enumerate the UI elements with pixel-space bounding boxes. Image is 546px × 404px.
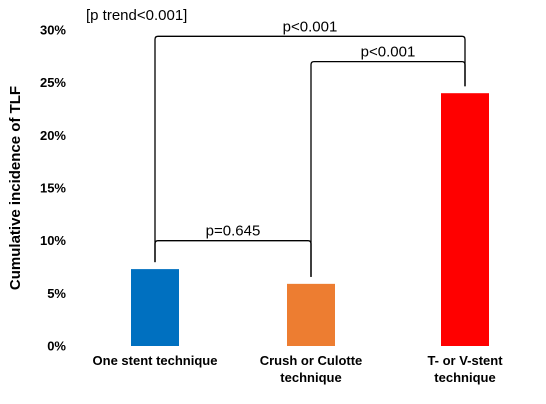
category-label: Crush or Culotte technique [260,353,363,385]
bar [131,269,179,346]
y-tick-label: 30% [40,23,66,38]
y-tick-label: 25% [40,75,66,90]
category-labels: One stent technique Crush or Culotte techn… [93,353,504,385]
y-axis-ticks: 0% 5% 10% 15% 20% 25% 30% [40,23,66,354]
bars [131,93,489,346]
y-tick-label: 5% [47,286,66,301]
trend-annotation: [p trend<0.001] [86,7,187,24]
y-tick-label: 0% [47,339,66,354]
p-value-label: p=0.645 [206,223,261,240]
comparison-brackets: p=0.645 p<0.001 p<0.001 [154,18,466,277]
p-value-label: p<0.001 [361,44,416,61]
y-tick-label: 10% [40,233,66,248]
p-value-label: p<0.001 [283,18,338,35]
category-label: T- or V-stent technique [427,353,503,385]
y-tick-label: 15% [40,181,66,196]
y-axis-title: Cumulative incidence of TLF [7,86,24,290]
comparison-bracket [154,35,466,263]
category-label: One stent technique [93,353,218,368]
bar [287,283,335,346]
y-tick-label: 20% [40,128,66,143]
bar [441,93,489,346]
